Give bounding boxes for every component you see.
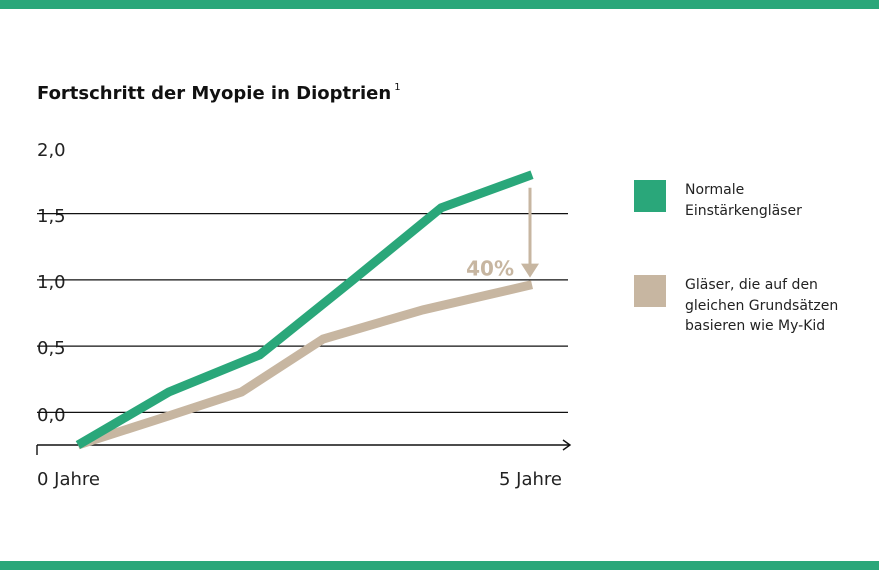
y-tick-label-0-5: 0,5 — [37, 338, 66, 359]
reduction-arrow-head — [521, 263, 539, 278]
x-axis-arrowhead — [562, 439, 572, 451]
series-line-1 — [76, 280, 534, 450]
y-tick-label-1-0: 1,0 — [37, 272, 66, 293]
bottom-accent-bar — [0, 561, 879, 570]
y-tick-label-2-0: 2,0 — [37, 140, 66, 161]
top-accent-bar — [0, 0, 879, 9]
legend-label-normal: Normale Einstärkengläser — [685, 182, 802, 219]
reduction-annotation: 40% — [466, 257, 514, 281]
legend-swatch-green — [634, 180, 666, 212]
x-start-label: 0 Jahre — [37, 469, 100, 490]
legend-swatch-beige — [634, 275, 666, 307]
y-tick-label-1-5: 1,5 — [37, 206, 66, 227]
chart-title: Fortschritt der Myopie in Dioptrien 1 — [37, 82, 401, 104]
legend-label-mykid: Gläser, die auf den gleichen Grundsätzen… — [685, 277, 839, 334]
title-footnote: 1 — [394, 82, 401, 93]
series-line-0 — [75, 170, 534, 449]
chart-title-text: Fortschritt der Myopie in Dioptrien — [37, 83, 392, 104]
x-end-label: 5 Jahre — [499, 469, 562, 490]
y-tick-label-0-0: 0,0 — [37, 405, 66, 426]
